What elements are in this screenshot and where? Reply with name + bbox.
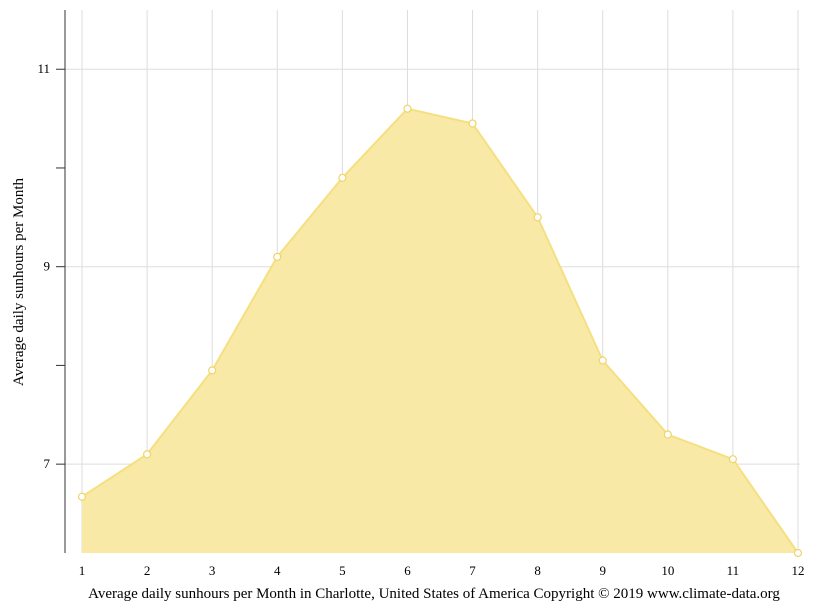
x-tick-label: 3 [209,563,216,578]
y-tick-label: 7 [44,456,51,471]
data-point [142,450,152,459]
y-axis-title: Average daily sunhours per Month [11,178,27,387]
x-tick-label: 8 [534,563,541,578]
data-point [403,104,412,113]
x-tick-label: 12 [792,563,805,578]
data-point [533,213,542,222]
x-axis-title: Average daily sunhours per Month in Char… [88,586,780,602]
data-point [468,119,477,128]
x-tick-label: 9 [599,563,606,578]
data-point [728,455,738,464]
series-area [82,108,798,554]
x-tick-label: 7 [469,563,476,578]
x-tick-label: 11 [727,563,740,578]
data-markers [77,104,803,558]
data-point [598,356,607,365]
x-tick-label: 6 [404,563,411,578]
data-point [338,173,347,182]
data-point [273,252,282,261]
data-point [208,366,217,375]
x-tick-label: 5 [339,563,346,578]
plot-area [81,107,799,554]
x-tick-label: 2 [144,563,151,578]
data-point [663,430,672,439]
x-tick-label: 1 [79,563,86,578]
data-point [793,548,803,558]
axes [56,10,66,553]
x-tick-label: 4 [274,563,281,578]
y-tick-label: 11 [37,61,50,76]
x-tick-label: 10 [661,563,674,578]
series-line [81,107,799,554]
y-tick-label: 9 [44,259,51,274]
data-point [77,492,87,501]
